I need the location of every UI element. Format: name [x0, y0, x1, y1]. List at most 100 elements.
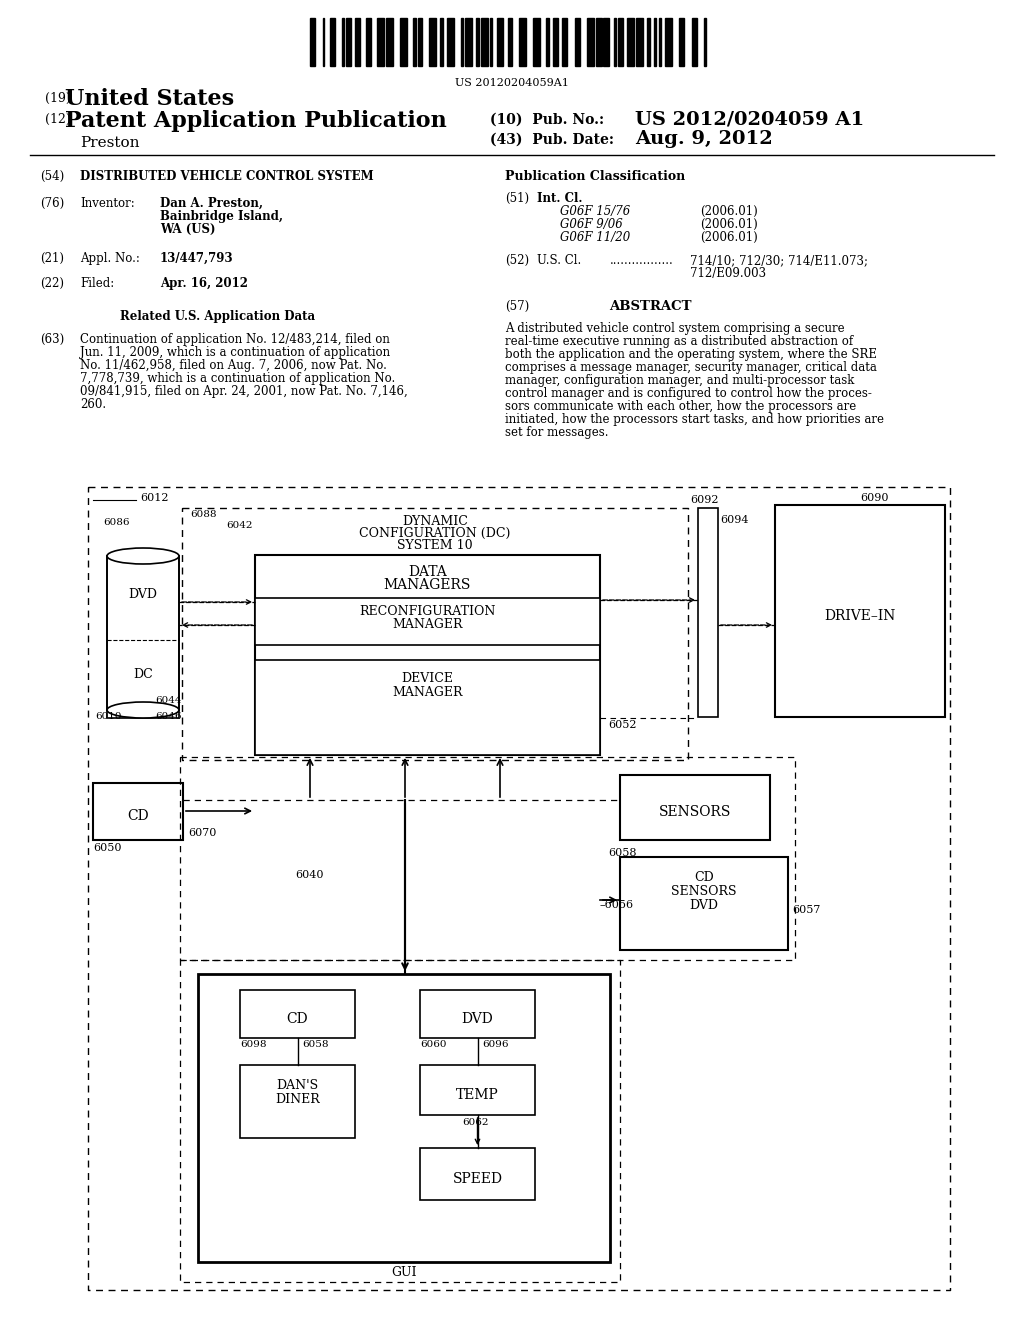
Bar	[519, 18, 526, 66]
Bar	[546, 18, 550, 66]
Text: DVD: DVD	[462, 1012, 494, 1026]
Text: sors communicate with each other, how the processors are: sors communicate with each other, how th…	[505, 400, 856, 413]
Text: DYNAMIC: DYNAMIC	[402, 515, 468, 528]
Text: 6046: 6046	[155, 711, 181, 721]
Text: 6057: 6057	[792, 906, 820, 915]
Text: 6010: 6010	[95, 711, 122, 721]
Text: manager, configuration manager, and multi-processor task: manager, configuration manager, and mult…	[505, 374, 854, 387]
Bar	[342, 18, 344, 66]
Text: Apr. 16, 2012: Apr. 16, 2012	[160, 277, 248, 290]
Text: 714/10; 712/30; 714/E11.073;: 714/10; 712/30; 714/E11.073;	[690, 253, 868, 267]
Bar	[420, 1148, 535, 1200]
Bar	[429, 18, 436, 66]
Text: (12): (12)	[45, 114, 71, 125]
Bar	[705, 18, 706, 66]
Text: US 20120204059A1: US 20120204059A1	[455, 78, 569, 88]
Bar	[553, 18, 558, 66]
Text: –6056: –6056	[600, 900, 634, 909]
Text: CD: CD	[127, 809, 148, 824]
Text: U.S. Cl.: U.S. Cl.	[537, 253, 582, 267]
Text: US 2012/0204059 A1: US 2012/0204059 A1	[635, 110, 864, 128]
Text: TEMP: TEMP	[456, 1088, 499, 1102]
Bar	[255, 554, 600, 755]
Bar	[587, 18, 594, 66]
Text: set for messages.: set for messages.	[505, 426, 608, 440]
Bar	[665, 18, 672, 66]
Text: 6058: 6058	[608, 847, 637, 858]
Text: .................: .................	[610, 253, 674, 267]
Text: MANAGER: MANAGER	[392, 686, 463, 700]
Text: (10)  Pub. No.:: (10) Pub. No.:	[490, 114, 604, 127]
Bar	[653, 18, 655, 66]
Bar	[620, 775, 770, 840]
Text: (51): (51)	[505, 191, 529, 205]
Text: Dan A. Preston,: Dan A. Preston,	[160, 197, 263, 210]
Bar	[255, 598, 600, 645]
Text: 6050: 6050	[93, 843, 122, 853]
Bar	[646, 18, 650, 66]
Text: Patent Application Publication: Patent Application Publication	[65, 110, 446, 132]
Text: DC: DC	[133, 668, 153, 681]
Text: 6086: 6086	[103, 517, 129, 527]
Text: 6090: 6090	[860, 492, 889, 503]
Text: SYSTEM 10: SYSTEM 10	[397, 539, 473, 552]
Text: Appl. No.:: Appl. No.:	[80, 252, 140, 265]
Text: (43)  Pub. Date:: (43) Pub. Date:	[490, 133, 614, 147]
Text: (19): (19)	[45, 92, 71, 106]
Text: Int. Cl.: Int. Cl.	[537, 191, 583, 205]
Bar	[465, 18, 472, 66]
Bar	[562, 18, 567, 66]
Bar	[636, 18, 643, 66]
Text: RECONFIGURATION: RECONFIGURATION	[359, 605, 496, 618]
Text: initiated, how the processors start tasks, and how priorities are: initiated, how the processors start task…	[505, 413, 884, 426]
Bar	[255, 660, 600, 755]
Text: Jun. 11, 2009, which is a continuation of application: Jun. 11, 2009, which is a continuation o…	[80, 346, 390, 359]
Text: control manager and is configured to control how the proces-: control manager and is configured to con…	[505, 387, 871, 400]
Text: real-time executive running as a distributed abstraction of: real-time executive running as a distrib…	[505, 335, 853, 348]
Text: A distributed vehicle control system comprising a secure: A distributed vehicle control system com…	[505, 322, 845, 335]
Text: DVD: DVD	[128, 589, 158, 602]
Text: SPEED: SPEED	[453, 1172, 503, 1185]
Bar	[508, 18, 512, 66]
Bar	[355, 18, 360, 66]
Text: 712/E09.003: 712/E09.003	[690, 267, 766, 280]
Text: both the application and the operating system, where the SRE: both the application and the operating s…	[505, 348, 877, 360]
Bar	[106, 556, 179, 718]
Text: (2006.01): (2006.01)	[700, 205, 758, 218]
Text: Bainbridge Island,: Bainbridge Island,	[160, 210, 283, 223]
Text: DISTRIBUTED VEHICLE CONTROL SYSTEM: DISTRIBUTED VEHICLE CONTROL SYSTEM	[80, 170, 374, 183]
Text: 6094: 6094	[720, 515, 749, 525]
Bar	[446, 18, 454, 66]
Text: 6058: 6058	[302, 1040, 329, 1049]
Ellipse shape	[106, 702, 179, 718]
Text: 6052: 6052	[608, 719, 637, 730]
Text: DAN'S: DAN'S	[276, 1078, 318, 1092]
Text: (52): (52)	[505, 253, 529, 267]
Bar	[775, 506, 945, 717]
Text: Continuation of application No. 12/483,214, filed on: Continuation of application No. 12/483,2…	[80, 333, 390, 346]
Text: Aug. 9, 2012: Aug. 9, 2012	[635, 129, 773, 148]
Bar	[400, 18, 408, 66]
Text: DINER: DINER	[275, 1093, 319, 1106]
Bar	[475, 18, 479, 66]
Text: 260.: 260.	[80, 399, 106, 411]
Bar	[420, 990, 535, 1038]
Text: CONFIGURATION (DC): CONFIGURATION (DC)	[359, 527, 511, 540]
Bar	[614, 18, 616, 66]
Text: (76): (76)	[40, 197, 65, 210]
Bar	[659, 18, 662, 66]
Bar	[93, 783, 183, 840]
Bar	[617, 18, 624, 66]
Bar	[240, 990, 355, 1038]
Text: CD: CD	[694, 871, 714, 884]
Ellipse shape	[106, 548, 179, 564]
Bar	[420, 1065, 535, 1115]
Bar	[534, 18, 541, 66]
Bar	[310, 18, 315, 66]
Bar	[366, 18, 371, 66]
Text: DVD: DVD	[689, 899, 719, 912]
Text: WA (US): WA (US)	[160, 223, 215, 236]
Text: Preston: Preston	[80, 136, 139, 150]
Bar	[698, 508, 718, 717]
Text: 6098: 6098	[240, 1040, 266, 1049]
